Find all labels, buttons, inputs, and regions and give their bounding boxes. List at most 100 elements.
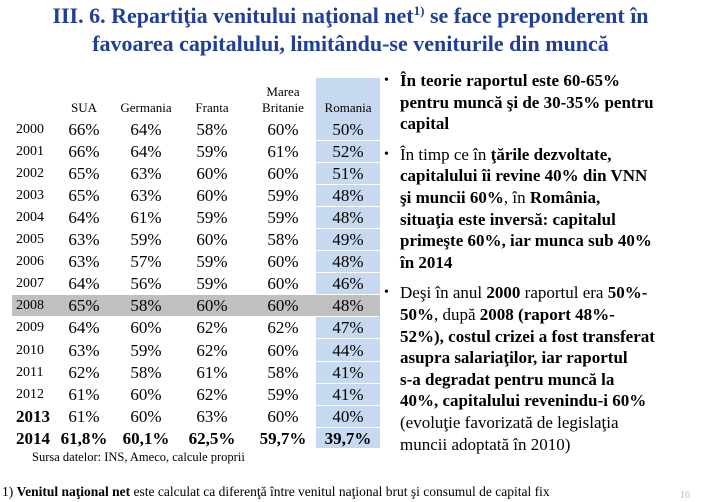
value-cell: 59% xyxy=(196,208,228,228)
bullet-icon: • xyxy=(384,146,389,162)
value-cell: 59,7% xyxy=(259,428,307,448)
bullet-icon: • xyxy=(384,285,389,301)
table-row: 2005 63% 59% 60% 58% 49% xyxy=(0,229,382,252)
bullet-text: 2008 (raport 48%- 52%), costul crizei a … xyxy=(400,304,655,411)
bullet-text: raportul era xyxy=(520,283,608,303)
value-cell: 59% xyxy=(130,230,162,250)
bullet-text: , după xyxy=(434,304,480,324)
year-cell: 2011 xyxy=(16,364,44,380)
bullet-text: În teorie raportul este 60-65% pentru mu… xyxy=(400,71,654,134)
table-row: 2010 63% 59% 62% 60% 44% xyxy=(0,340,382,362)
bullet-text: , în xyxy=(503,187,530,207)
value-cell: 41% xyxy=(332,362,364,382)
table-row: 2013 61% 60% 63% 60% 40% xyxy=(0,406,382,428)
value-cell: 65% xyxy=(68,296,100,316)
value-cell: 60% xyxy=(196,230,228,250)
value-cell: 61% xyxy=(267,142,299,162)
value-cell: 62,5% xyxy=(188,428,236,448)
value-cell: 58% xyxy=(267,362,299,382)
value-cell: 58% xyxy=(267,230,299,250)
value-cell: 48% xyxy=(332,208,364,228)
value-cell: 60% xyxy=(130,384,162,404)
value-cell: 49% xyxy=(332,230,364,250)
footnote-text: este calculat ca diferenţă între venitul… xyxy=(130,484,550,499)
value-cell: 60% xyxy=(267,164,299,184)
table-row: 2000 66% 64% 58% 60% 50% xyxy=(0,119,382,141)
table-row: 2008 65% 58% 60% 60% 48% xyxy=(12,295,380,318)
value-cell: 46% xyxy=(332,274,364,294)
column-header: SUA xyxy=(70,100,97,115)
value-cell: 60% xyxy=(130,406,162,426)
value-cell: 59% xyxy=(267,208,299,228)
table-row: 2009 64% 60% 62% 62% 47% xyxy=(0,317,382,340)
value-cell: 66% xyxy=(68,142,100,162)
bullet-text: 2000 xyxy=(486,283,521,303)
value-cell: 60% xyxy=(196,164,228,184)
year-cell: 2009 xyxy=(16,320,44,336)
value-cell: 58% xyxy=(196,120,228,139)
value-cell: 60% xyxy=(130,318,162,338)
footnote: 1) Venitul naţional net este calculat ca… xyxy=(2,484,550,500)
year-cell: 2013 xyxy=(16,406,50,426)
value-cell: 63% xyxy=(196,406,228,426)
year-cell: 2003 xyxy=(16,188,44,204)
bullet-item: • Deşi în anul 2000 raportul era 50%- 50%… xyxy=(384,282,701,455)
value-cell: 51% xyxy=(332,164,364,184)
year-cell: 2012 xyxy=(16,386,44,402)
table-row: 2014 61,8% 60,1% 62,5% 59,7% 39,7% xyxy=(0,428,382,450)
value-cell: 64% xyxy=(68,208,100,228)
year-cell: 2000 xyxy=(16,122,44,137)
value-cell: 63% xyxy=(130,164,162,184)
romania-column-highlight xyxy=(316,78,380,448)
value-cell: 64% xyxy=(130,120,162,139)
bullet-text: România, situaţia este inversă: capitalu… xyxy=(400,187,652,272)
year-cell: 2001 xyxy=(16,144,44,160)
year-cell: 2004 xyxy=(16,210,44,226)
value-cell: 66% xyxy=(68,120,100,139)
value-cell: 61% xyxy=(68,406,100,426)
value-cell: 60% xyxy=(267,340,299,360)
footnote-number: 1) xyxy=(2,484,17,499)
value-cell: 50% xyxy=(332,120,364,139)
value-cell: 61,8% xyxy=(60,428,108,448)
value-cell: 65% xyxy=(68,164,100,184)
column-header: Franta xyxy=(195,100,229,115)
value-cell: 62% xyxy=(196,384,228,404)
footnote-term: Venitul naţional net xyxy=(16,484,131,499)
column-header: Romania xyxy=(324,100,372,115)
value-cell: 60% xyxy=(267,120,299,139)
value-cell: 60% xyxy=(267,296,299,316)
value-cell: 64% xyxy=(68,274,100,294)
year-cell: 2006 xyxy=(16,254,44,270)
column-header: Marea Britanie xyxy=(262,84,304,115)
bullet-item: • În timp ce în ţările dezvoltate, capita… xyxy=(384,144,701,274)
bullet-text: ţările dezvoltate, capitalului îi revine… xyxy=(400,144,648,207)
value-cell: 44% xyxy=(332,340,364,360)
value-cell: 60,1% xyxy=(122,428,170,448)
table-row: 2006 63% 57% 59% 60% 48% xyxy=(0,251,382,274)
title-footnote-marker: 1) xyxy=(413,3,425,18)
value-cell: 47% xyxy=(332,318,364,338)
value-cell: 63% xyxy=(68,230,100,250)
value-cell: 64% xyxy=(130,142,162,162)
value-cell: 48% xyxy=(332,186,364,206)
year-cell: 2007 xyxy=(16,276,44,292)
value-cell: 62% xyxy=(68,362,100,382)
table-row: 2012 61% 60% 62% 59% 41% xyxy=(0,384,382,406)
value-cell: 41% xyxy=(332,384,364,404)
value-cell: 63% xyxy=(68,340,100,360)
column-header: Germania xyxy=(120,100,172,115)
value-cell: 65% xyxy=(68,186,100,206)
value-cell: 62% xyxy=(267,318,299,338)
value-cell: 58% xyxy=(130,362,162,382)
title-text-rest: se face preponderent în favoarea capital… xyxy=(92,3,649,56)
value-cell: 59% xyxy=(267,186,299,206)
value-cell: 63% xyxy=(130,186,162,206)
table-row: 2002 65% 63% 60% 60% 51% xyxy=(0,163,382,186)
year-cell: 2005 xyxy=(16,232,44,248)
slide-title: III. 6. Repartiţia venitului naţional ne… xyxy=(0,2,701,58)
value-cell: 56% xyxy=(130,274,162,294)
value-cell: 64% xyxy=(68,318,100,338)
value-cell: 52% xyxy=(332,142,364,162)
